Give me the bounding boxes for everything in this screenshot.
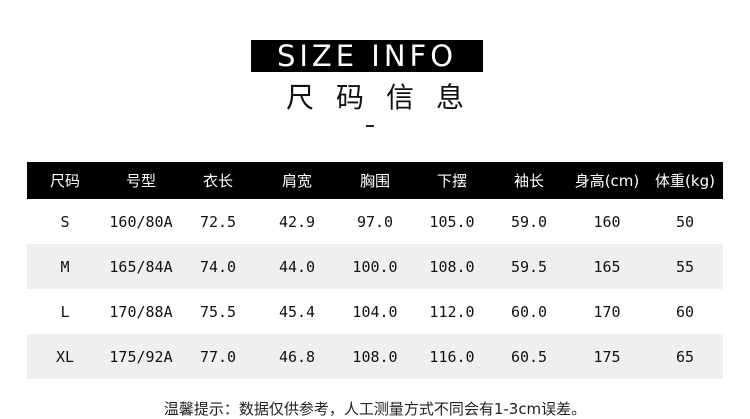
table-cell: S: [60, 212, 70, 231]
subtitle: 尺码信息: [285, 81, 486, 114]
table-cell: 60.0: [510, 302, 548, 321]
table-cell: 50: [675, 212, 695, 231]
table-cell: 59.0: [510, 212, 548, 231]
table-cell: 165: [593, 257, 621, 276]
measurement-note: 温馨提示：数据仅供参考，人工测量方式不同会有1-3cm误差。: [163, 400, 587, 418]
column-header: 下摆: [436, 172, 467, 190]
table-cell: 112.0: [429, 302, 475, 321]
table-cell: 75.5: [199, 302, 237, 321]
table-cell: 170: [593, 302, 621, 321]
table-cell: 160/80A: [109, 212, 173, 231]
column-header: 体重(kg): [655, 172, 715, 190]
column-header: 胸围: [359, 172, 390, 190]
table-cell: 45.4: [278, 302, 316, 321]
table-row: S 160/80A 72.5 42.9 97.0 105.0 59.0 160 50: [27, 199, 723, 244]
table-cell: 160: [593, 212, 621, 231]
table-cell: 55: [675, 257, 695, 276]
table-header: 尺码 号型 衣长 肩宽 胸围 下摆 袖长 身高(cm) 体重(kg): [27, 162, 723, 199]
table-cell: 105.0: [429, 212, 475, 231]
table-cell: XL: [55, 347, 75, 366]
table-cell: 60.5: [510, 347, 548, 366]
table-cell: M: [60, 257, 70, 276]
table-cell: 74.0: [199, 257, 237, 276]
table-cell: 59.5: [510, 257, 548, 276]
table-cell: L: [60, 302, 70, 321]
table-row: XL 175/92A 77.0 46.8 108.0 116.0 60.5 175 65: [27, 334, 723, 379]
table-cell: 175: [593, 347, 621, 366]
table-row: M 165/84A 74.0 44.0 100.0 108.0 59.5 165 55: [27, 244, 723, 289]
column-header: 身高(cm): [574, 172, 640, 190]
table-cell: 44.0: [278, 257, 316, 276]
table-row: L 170/88A 75.5 45.4 104.0 112.0 60.0 170 60: [27, 289, 723, 334]
table-cell: 60: [675, 302, 695, 321]
table-cell: 42.9: [278, 212, 316, 231]
title-banner: SIZE INFO: [251, 40, 483, 72]
table-cell: 46.8: [278, 347, 316, 366]
column-header: 袖长: [513, 172, 544, 190]
table-cell: 65: [675, 347, 695, 366]
table-cell: 170/88A: [109, 302, 173, 321]
table-cell: 77.0: [199, 347, 237, 366]
table-cell: 175/92A: [109, 347, 173, 366]
table-cell: 165/84A: [109, 257, 173, 276]
column-header: 肩宽: [281, 172, 312, 190]
column-header: 尺码: [49, 172, 80, 190]
table-cell: 108.0: [429, 257, 475, 276]
table-cell: 72.5: [199, 212, 237, 231]
table-cell: 97.0: [356, 212, 394, 231]
table-cell: 100.0: [352, 257, 398, 276]
table-cell: 116.0: [429, 347, 475, 366]
divider: [366, 125, 374, 127]
table-cell: 108.0: [352, 347, 398, 366]
column-header: 号型: [125, 172, 156, 190]
table-cell: 104.0: [352, 302, 398, 321]
column-header: 衣长: [202, 172, 233, 190]
size-table: 尺码 号型 衣长 肩宽 胸围 下摆 袖长 身高(cm) 体重(kg) S 160/80A 72.5 4…: [27, 162, 723, 379]
